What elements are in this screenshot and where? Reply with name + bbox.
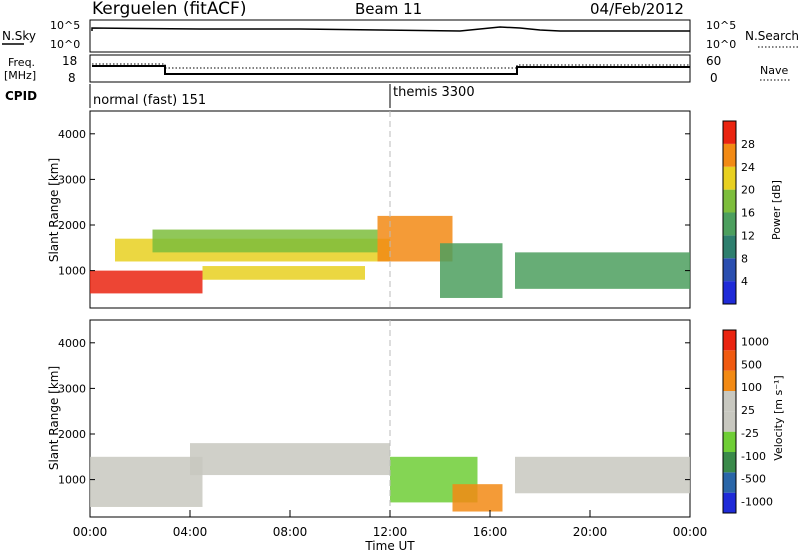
ytick-label: 1000 [58,265,86,278]
colorbar-segment [723,472,736,493]
colorbar-segment [723,212,736,236]
colorbar-tick: -100 [741,450,766,463]
colorbar-segment [723,258,736,282]
nave-tick-bottom: 0 [710,71,718,85]
freq-trace [92,65,690,75]
xtick-label: 00:00 [673,525,708,539]
nave-trace [92,63,690,69]
echo-band [90,270,203,294]
nsky-tick-top: 10^5 [50,19,80,32]
colorbar-segment [723,166,736,190]
nsearch-tick-bottom: 10^0 [706,38,736,51]
colorbar-segment [723,189,736,213]
colorbar-tick: -500 [741,473,766,486]
echo-band [515,252,690,289]
colorbar-segment [723,330,736,351]
colorbar-segment [723,281,736,304]
freq-label-2: [MHz] [4,69,36,82]
power-colorbar: 4 8 12 16 20 24 28 [722,120,755,305]
colorbar-tick: 12 [741,229,755,242]
power-panel: Slant Range [km] 1000 2000 3000 4000 4 8 12 16… [47,110,783,309]
power-yticks: 1000 2000 3000 4000 [58,128,690,278]
colorbar-tick: 16 [741,207,755,220]
colorbar-tick: 4 [741,275,748,288]
echo-band [440,243,503,298]
colorbar-segment [723,391,736,412]
cpid-strip: CPID normal (fast) 151 themis 3300 [5,84,475,108]
freq-tick-bottom: 8 [68,71,76,85]
velocity-marks [90,443,690,512]
colorbar-tick: -25 [741,427,759,440]
echo-band [515,456,690,494]
colorbar-segment [723,431,736,452]
time-axis: 00:00 04:00 08:00 12:00 16:00 20:00 00:00 [73,510,708,539]
colorbar-segment [723,143,736,167]
echo-band [152,229,378,253]
colorbar-segment [723,452,736,473]
colorbar-tick: 1000 [741,335,769,348]
colorbar-tick: -1000 [741,496,773,509]
velocity-ylabel: Slant Range [km] [47,366,61,470]
nave-label: Nave [760,64,788,77]
echo-band [190,443,390,476]
colorbar-tick: 20 [741,184,755,197]
velocity-panel: Slant Range [km] 1000 2000 3000 4000 1000 50… [47,319,785,553]
time-axis-label: Time UT [364,539,415,553]
colorbar-frame [722,329,737,514]
freq-panel: Freq. [MHz] 18 8 60 0 Nave [4,54,790,85]
power-marks [90,215,690,298]
colorbar-tick: 28 [741,138,755,151]
freq-tick-top: 18 [62,54,77,68]
colorbar-tick: 25 [741,404,755,417]
power-ylabel: Slant Range [km] [47,158,61,262]
ytick-label: 4000 [58,337,86,350]
colorbar-tick: 24 [741,161,755,174]
nsearch-label: N.Search [745,29,799,43]
colorbar-tick: 500 [741,358,762,371]
date-title: 04/Feb/2012 [590,0,684,18]
nsky-panel: N.Sky 10^5 10^0 10^5 10^0 N.Search [2,19,799,53]
xtick-label: 20:00 [573,525,608,539]
ytick-label: 4000 [58,128,86,141]
nave-tick-top: 60 [706,54,721,68]
ytick-label: 1000 [58,474,86,487]
colorbar-tick: 100 [741,381,762,394]
ytick-label: 3000 [58,173,86,186]
velocity-yticks: 1000 2000 3000 4000 [58,337,690,487]
ytick-label: 2000 [58,219,86,232]
nsearch-tick-top: 10^5 [706,19,736,32]
cpid-mode-1: normal (fast) 151 [93,93,206,108]
beam-title: Beam 11 [355,0,422,18]
cpid-label: CPID [5,89,37,103]
xtick-label: 00:00 [73,525,108,539]
xtick-label: 08:00 [273,525,308,539]
cpid-mode-2: themis 3300 [393,85,475,100]
ytick-label: 2000 [58,428,86,441]
echo-band [202,266,365,280]
colorbar-segment [723,370,736,391]
echo-band [90,456,203,507]
velocity-colorbar: 1000 500 100 25 -25 -100 -500 -1000 [722,329,773,514]
colorbar-segment [723,121,736,144]
xtick-label: 16:00 [473,525,508,539]
colorbar-frame [722,120,737,305]
xtick-label: 12:00 [373,525,408,539]
nsky-trace [91,26,690,32]
echo-band [452,484,503,512]
velocity-colorbar-label: Velocity [m s⁻¹] [772,375,785,460]
nsky-label: N.Sky [2,29,36,43]
ytick-label: 3000 [58,382,86,395]
colorbar-tick: 8 [741,252,748,265]
colorbar-segment [723,411,736,432]
power-colorbar-label: Power [dB] [770,180,783,240]
station-title: Kerguelen (fitACF) [92,0,246,19]
colorbar-segment [723,350,736,371]
nsky-tick-bottom: 10^0 [50,38,80,51]
colorbar-segment [723,492,736,513]
xtick-label: 04:00 [173,525,208,539]
colorbar-segment [723,235,736,259]
freq-label-1: Freq. [8,56,35,69]
